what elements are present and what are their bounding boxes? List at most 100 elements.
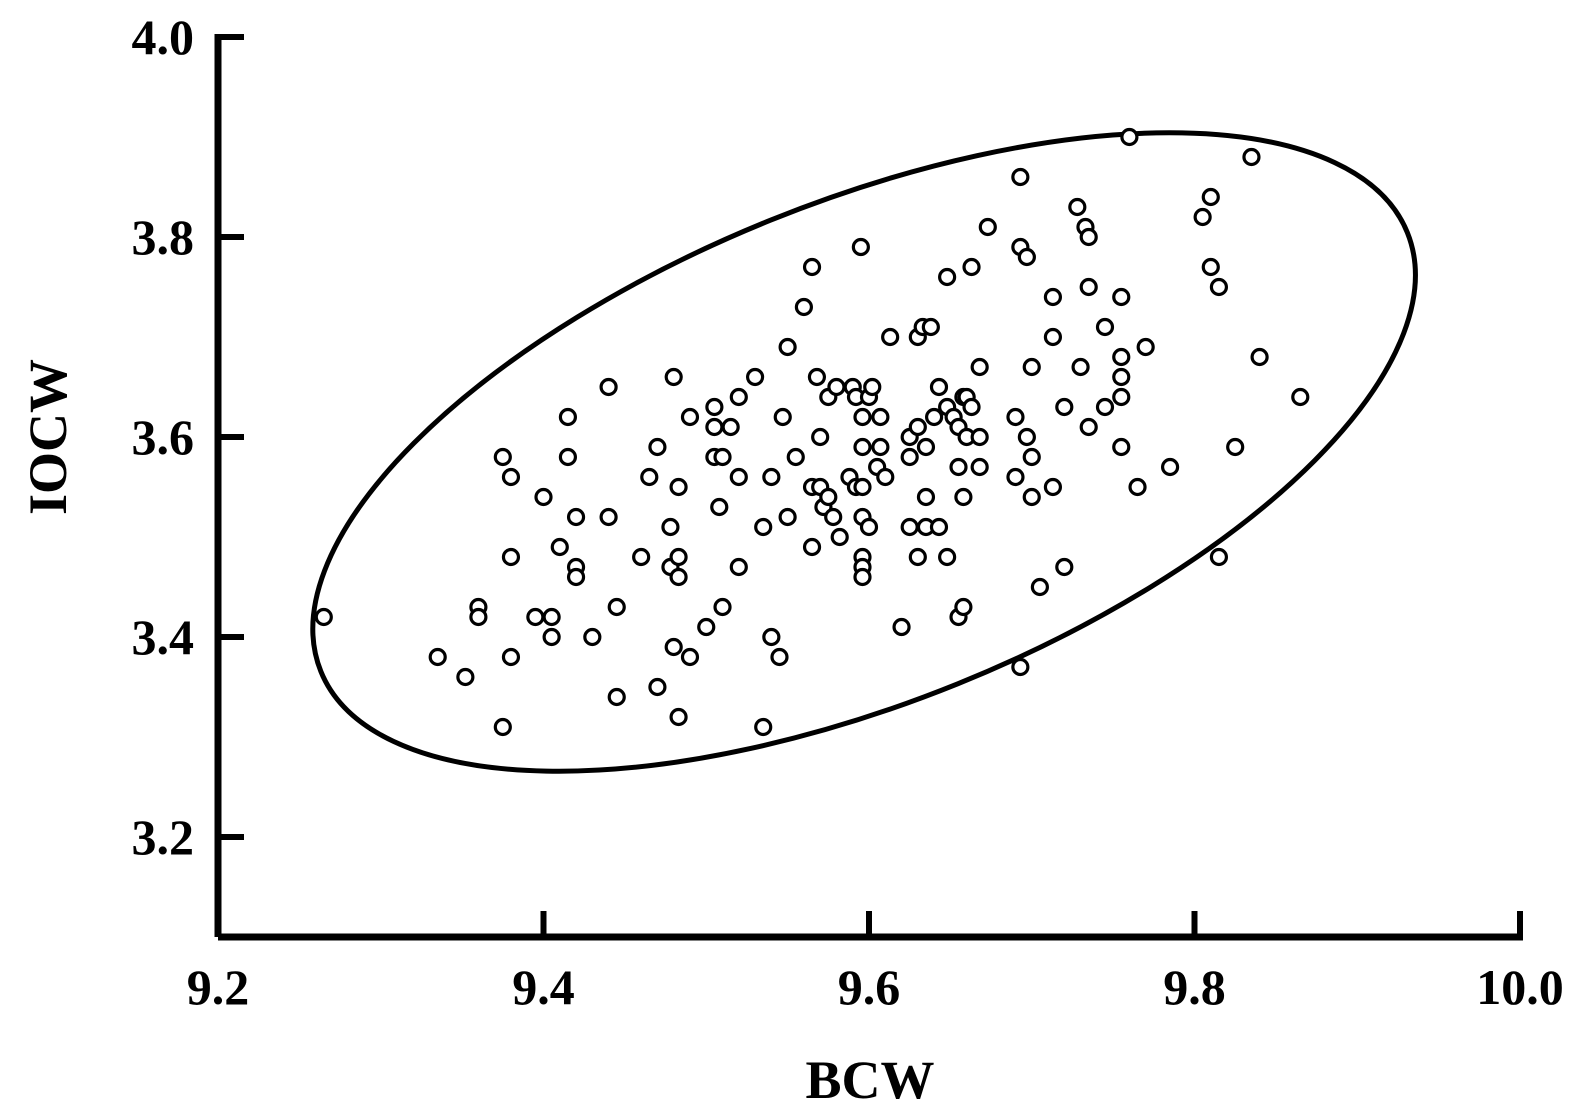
scatter-point	[859, 517, 879, 537]
scatter-point	[566, 507, 586, 527]
scatter-point	[1136, 337, 1155, 357]
scatter-point	[1071, 357, 1090, 377]
scatter-point	[908, 417, 927, 437]
scatter-point	[954, 597, 973, 617]
scatter-point	[1011, 167, 1030, 187]
scatter-point	[1112, 347, 1131, 367]
scatter-point	[871, 437, 890, 457]
scatter-point	[929, 517, 949, 537]
scatter-point	[1079, 277, 1098, 297]
scatter-point	[1022, 447, 1041, 467]
scatter-point	[493, 447, 512, 467]
scatter-point	[853, 567, 872, 587]
scatter-point	[1022, 487, 1041, 507]
scatter-point	[819, 487, 838, 507]
scatter-point	[1120, 127, 1139, 147]
scatter-point	[469, 607, 488, 627]
scatter-point	[1128, 477, 1147, 497]
scatter-point	[1043, 287, 1063, 307]
scatter-point	[648, 437, 667, 457]
scatter-point	[1043, 477, 1063, 497]
scatter-point	[1209, 547, 1229, 567]
scatter-point	[729, 387, 748, 407]
scatter-point	[830, 527, 849, 547]
scatter-point	[778, 507, 797, 527]
scatter-point	[1095, 397, 1115, 417]
scatter-point	[1112, 387, 1131, 407]
scatter-point	[1201, 187, 1220, 207]
scatter-point	[729, 467, 748, 487]
scatter-point	[802, 537, 822, 557]
scatter-point	[1160, 457, 1180, 477]
scatter-point	[599, 377, 618, 397]
x-axis-title: BCW	[805, 1050, 934, 1108]
scatter-point	[786, 447, 805, 467]
scatter-point	[1043, 327, 1063, 347]
scatter-point	[949, 457, 968, 477]
scatter-point	[566, 567, 586, 587]
scatter-point	[664, 637, 683, 657]
scatter-point	[794, 297, 814, 317]
scatter-point	[1006, 467, 1025, 487]
scatter-point	[680, 407, 700, 427]
scatter-point	[970, 427, 989, 447]
scatter-point	[1079, 417, 1098, 437]
scatter-point	[811, 427, 830, 447]
x-tick-label: 9.4	[512, 959, 575, 1015]
scatter-point	[542, 607, 561, 627]
x-tick-label: 9.2	[187, 959, 250, 1015]
scatter-point	[929, 377, 949, 397]
scatter-point	[1095, 317, 1115, 337]
scatter-point	[664, 367, 683, 387]
x-tick-label: 9.6	[838, 959, 901, 1015]
x-tick-label: 10.0	[1476, 959, 1564, 1015]
scatter-point	[534, 487, 553, 507]
scatter-point	[1068, 197, 1087, 217]
scatter-point	[526, 607, 545, 627]
scatter-point	[853, 437, 872, 457]
scatter-point	[713, 447, 732, 467]
scatter-point	[680, 647, 700, 667]
y-tick-label: 4.0	[132, 9, 195, 65]
scatter-point	[1209, 277, 1229, 297]
scatter-point	[908, 547, 927, 567]
scatter-point	[558, 447, 578, 467]
scatter-point	[1250, 347, 1269, 367]
scatter-point	[669, 547, 688, 567]
scatter-point	[669, 567, 688, 587]
confidence-ellipse	[310, 130, 1418, 774]
scatter-point	[962, 257, 981, 277]
scatter-point	[583, 627, 602, 647]
scatter-point	[713, 597, 732, 617]
scatter-point	[1193, 207, 1212, 227]
scatter-point	[607, 687, 626, 707]
scatter-point	[881, 327, 900, 347]
scatter-point	[428, 647, 447, 667]
y-tick-label: 3.8	[132, 209, 195, 265]
scatter-point	[542, 627, 561, 647]
scatter-point	[970, 457, 989, 477]
scatter-point	[1017, 427, 1036, 447]
y-tick-label: 3.2	[132, 809, 195, 865]
scatter-point	[802, 257, 822, 277]
y-tick-label: 3.4	[132, 609, 195, 665]
scatter-point	[697, 617, 716, 637]
scatter-point	[962, 397, 981, 417]
x-tick-label: 9.8	[1163, 959, 1226, 1015]
scatter-point	[954, 487, 973, 507]
scatter-point	[729, 557, 748, 577]
scatter-point	[900, 447, 919, 467]
scatter-point	[501, 467, 521, 487]
scatter-point	[762, 627, 781, 647]
scatter-point	[921, 317, 940, 337]
scatter-point	[938, 267, 957, 287]
scatter-point	[978, 217, 997, 237]
scatter-point	[807, 367, 827, 387]
scatter-point	[938, 547, 957, 567]
scatter-point	[501, 647, 521, 667]
scatter-point	[916, 487, 936, 507]
scatter-point	[669, 477, 688, 497]
plot-area	[310, 127, 1418, 774]
scatter-point	[501, 547, 521, 567]
